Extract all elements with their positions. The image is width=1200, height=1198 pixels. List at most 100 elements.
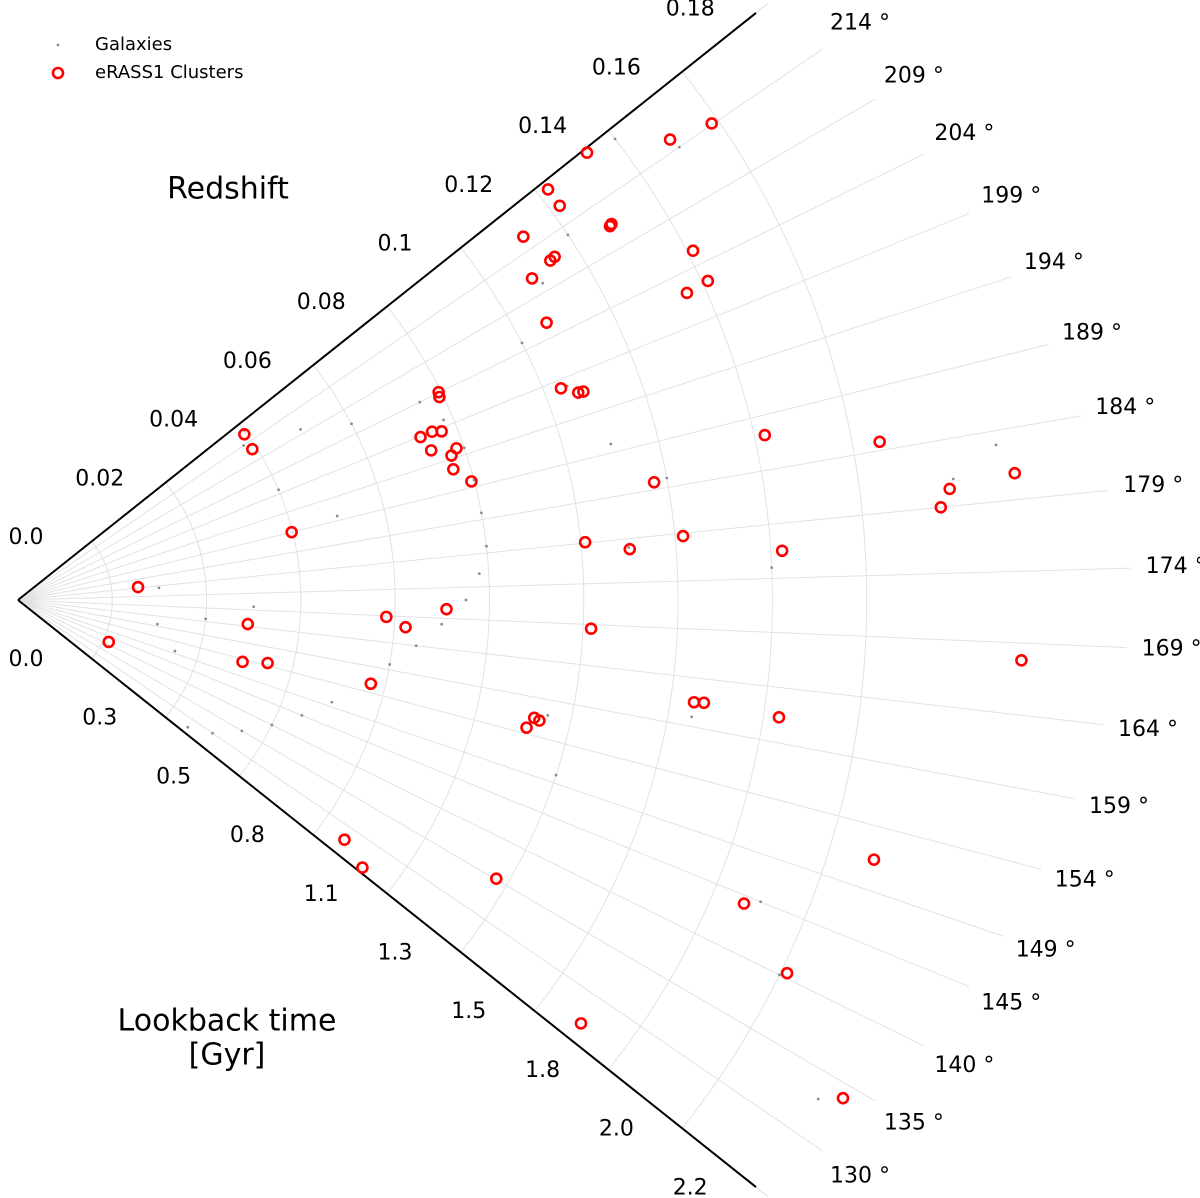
galaxy-point — [627, 546, 631, 549]
galaxy-point — [300, 713, 304, 717]
y2-tick-label: 1.5 — [451, 999, 486, 1024]
galaxy-point — [299, 427, 302, 431]
cluster-marker — [867, 853, 881, 866]
x-tick-label: 199 ° — [981, 183, 1041, 208]
grid-arc — [681, 71, 868, 1129]
x-tick-label: 169 ° — [1142, 637, 1200, 662]
y-tick-label: 0.08 — [297, 290, 346, 315]
galaxy-point — [677, 145, 681, 149]
x-tick-label: 174 ° — [1146, 554, 1200, 579]
galaxy-point — [479, 511, 483, 515]
grid-arc — [91, 540, 113, 660]
cluster-marker — [489, 872, 503, 885]
cluster-marker — [580, 146, 594, 159]
galaxy-point — [462, 446, 466, 450]
galaxy-point — [277, 488, 280, 492]
galaxy-point — [240, 729, 244, 733]
cluster-marker — [236, 655, 249, 669]
y2-tick-label: 0.3 — [82, 706, 117, 731]
grid-line — [17, 599, 925, 1047]
cluster-marker — [517, 230, 530, 243]
legend-label: eRASS1 Clusters — [95, 62, 243, 83]
grid-arc — [386, 306, 491, 894]
cluster-marker — [261, 656, 274, 670]
cluster-marker — [424, 444, 438, 457]
x-tick-label: 214 ° — [830, 10, 890, 35]
cluster-marker — [447, 463, 460, 476]
y2-axis-label: Lookback time — [118, 1004, 337, 1039]
galaxy-point — [335, 514, 339, 518]
cluster-marker — [780, 966, 794, 980]
galaxy-point — [566, 233, 570, 237]
y-tick-label: 0.04 — [149, 408, 198, 433]
cluster-marker — [943, 482, 956, 496]
cluster-marker — [540, 316, 553, 329]
cluster-marker — [541, 183, 555, 196]
cluster-marker — [1015, 654, 1028, 667]
galaxy-point — [242, 444, 246, 447]
cluster-marker — [676, 529, 690, 543]
cluster-marker — [836, 1091, 850, 1105]
axis-edge — [17, 599, 757, 1188]
x-tick-label: 149 ° — [1016, 938, 1076, 963]
y2-tick-label: 2.2 — [673, 1175, 708, 1198]
x-tick-label: 189 ° — [1062, 321, 1122, 346]
galaxy-point — [485, 544, 488, 548]
galaxy-point — [186, 725, 190, 729]
galaxy-point — [440, 622, 444, 626]
galaxy-point — [816, 1097, 820, 1101]
galaxy-point — [350, 422, 353, 426]
galaxy-point — [546, 713, 550, 717]
cluster-marker — [934, 501, 948, 514]
grid-line — [17, 48, 824, 601]
y-tick-label: 0.12 — [444, 173, 493, 198]
cluster-marker — [399, 620, 412, 634]
cluster-marker — [554, 382, 568, 395]
cluster-marker — [701, 274, 715, 288]
grid-line — [17, 599, 1042, 870]
grid-arc — [460, 247, 585, 953]
grid-line — [17, 599, 1127, 649]
cluster-marker — [432, 385, 445, 399]
y-axis-label: Redshift — [167, 172, 289, 207]
y2-tick-label: 1.8 — [525, 1058, 560, 1083]
grid-line — [17, 98, 876, 601]
y2-axis-label: [Gyr] — [189, 1038, 266, 1073]
cluster-marker — [737, 897, 751, 910]
cluster-marker — [465, 475, 478, 488]
galaxy-point — [173, 649, 177, 653]
grid-line — [17, 344, 1049, 601]
cluster-marker — [533, 714, 546, 727]
cluster-marker — [548, 250, 561, 264]
galaxy-point — [414, 644, 418, 648]
cluster-marker — [435, 425, 448, 438]
grid-line — [17, 153, 925, 601]
grid-arc — [312, 364, 396, 836]
grid — [17, 3, 1131, 1197]
cluster-marker — [356, 861, 369, 874]
cluster-marker — [364, 677, 378, 691]
grid-line — [17, 415, 1081, 601]
galaxy-point — [155, 622, 159, 626]
cluster-marker — [414, 430, 427, 444]
y-tick-label: 0.1 — [377, 231, 412, 256]
galaxy-point — [157, 586, 161, 590]
cluster-marker — [623, 542, 637, 556]
galaxy-point — [778, 973, 781, 977]
y2-tick-label: 1.1 — [304, 882, 339, 907]
galaxy-point — [388, 662, 392, 666]
cluster-marker — [686, 244, 700, 257]
cluster-marker — [577, 385, 590, 398]
galaxy-point — [613, 137, 617, 141]
y2-tick-label: 0.5 — [156, 764, 191, 789]
cluster-marker — [553, 199, 567, 213]
cluster-marker — [445, 449, 458, 462]
x-tick-label: 159 ° — [1089, 794, 1149, 819]
cluster-marker — [705, 117, 719, 130]
grid-line — [17, 599, 1004, 937]
legend-marker — [56, 43, 60, 47]
cluster-marker — [440, 602, 453, 616]
galaxy-point — [554, 773, 558, 777]
cluster-marker — [772, 711, 786, 724]
grid-line — [17, 599, 1075, 800]
